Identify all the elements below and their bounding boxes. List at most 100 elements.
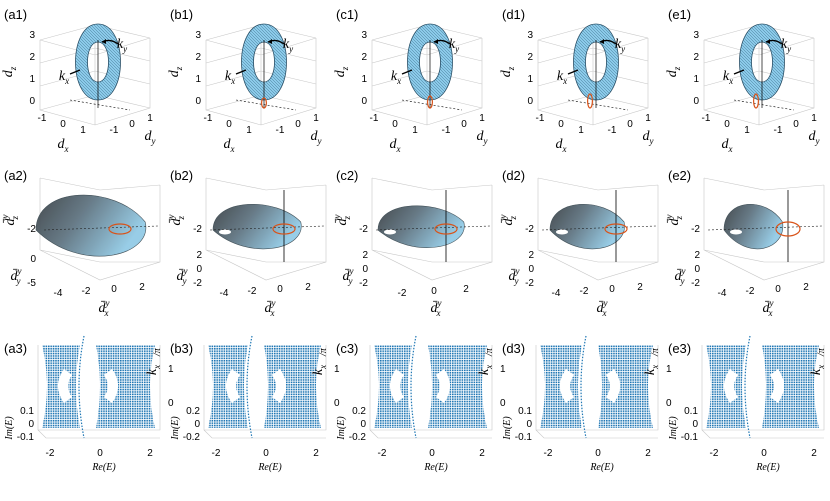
re-tick-1: 0 bbox=[595, 448, 601, 459]
y-axis-label: d̄y y bbox=[343, 266, 354, 286]
left-waist bbox=[58, 369, 73, 403]
z-axis-label: d̄yz bbox=[166, 215, 186, 226]
edge-state-arc bbox=[410, 335, 417, 439]
z-tick-3: 3 bbox=[195, 30, 201, 41]
re-tick-2: 2 bbox=[147, 448, 153, 459]
dashed-line bbox=[567, 99, 629, 111]
z-axis-label: dz bbox=[499, 66, 516, 77]
kx-label-text: kx bbox=[723, 69, 733, 86]
x-axis-label-text: d̄y x bbox=[597, 298, 608, 318]
y-tick-1: 0 bbox=[196, 264, 202, 275]
x-tick-0: -4 bbox=[54, 288, 63, 299]
x-tick-1: 0 bbox=[226, 119, 232, 130]
x-tick-2: 1 bbox=[412, 125, 418, 136]
re-tick-2: 2 bbox=[479, 448, 485, 459]
dashed-axis bbox=[375, 225, 491, 231]
y-tick-1: 0 bbox=[528, 264, 534, 275]
dashed-line bbox=[69, 99, 131, 111]
y-tick-1: 0 bbox=[129, 119, 135, 130]
x-tick-0: -1 bbox=[204, 113, 213, 124]
y-axis-label-text: dy bbox=[477, 129, 488, 146]
x-axis-label-text: d̄y x bbox=[763, 298, 774, 318]
z-tick: -2 bbox=[359, 224, 368, 235]
k-axis-label: kx bbox=[809, 365, 826, 375]
im-tick-1: 0 bbox=[526, 419, 532, 430]
x-tick-2: 0 bbox=[609, 284, 615, 295]
y-tick-2: 1 bbox=[811, 113, 817, 124]
eigen-surface bbox=[723, 203, 783, 250]
box-grid bbox=[371, 47, 483, 87]
z-axis-label-text: d̄yz bbox=[0, 215, 20, 226]
y-axis-label-text: dy bbox=[311, 129, 322, 146]
axes-box bbox=[37, 345, 161, 439]
k-axis-label-text: kx bbox=[311, 365, 328, 375]
re-tick-1: 0 bbox=[429, 448, 435, 459]
y-axis-label: d̄y y bbox=[509, 266, 520, 286]
panel-row3-1: (b3) 0 1 kx/π 0.2 0 -0.2Im(E) -2 0 2 Re(E) bbox=[170, 335, 340, 473]
exceptional-loop bbox=[604, 223, 628, 235]
x-tick-3: 2 bbox=[305, 282, 311, 293]
panel-row2-2: (c2) d̄yz -2 2 0 -2 d̄y y -2 0 2 d̄y x bbox=[332, 168, 493, 318]
k-tick-0: 0 bbox=[666, 398, 672, 409]
z-tick-0: 0 bbox=[693, 96, 699, 107]
kx-label: kx bbox=[723, 69, 733, 86]
right-waist bbox=[271, 369, 286, 403]
re-tick-2: 2 bbox=[313, 448, 319, 459]
x-tick-0: -4 bbox=[220, 288, 229, 299]
z-tick-1: 1 bbox=[361, 74, 367, 85]
im-axis-label: Im(E) bbox=[502, 416, 513, 441]
y-tick-2: 1 bbox=[147, 113, 153, 124]
im-tick-2: -0.1 bbox=[681, 432, 699, 443]
ky-label-text: ky bbox=[283, 37, 293, 54]
im-axis-label: Im(E) bbox=[4, 416, 15, 441]
x-tick-0: -1 bbox=[702, 113, 711, 124]
eigen-surface bbox=[549, 203, 625, 250]
kx-arrow bbox=[567, 69, 579, 75]
y-axis-label-text: d̄y y bbox=[675, 266, 686, 286]
x-axis-label-text: dx bbox=[58, 137, 69, 154]
box-grid bbox=[205, 47, 317, 87]
panel-row3-0: (a3) 0 1 kx/π 0.1 0 -0.1Im(E) -2 0 2 Re(E) bbox=[4, 335, 174, 473]
right-waist bbox=[605, 369, 620, 403]
y-tick-1: 0 bbox=[461, 119, 467, 130]
im-axis-label: Im(E) bbox=[336, 416, 347, 441]
re-tick-1: 0 bbox=[761, 448, 767, 459]
x-axis-label-text: d̄y x bbox=[431, 298, 442, 318]
kx-label-text: kx bbox=[59, 69, 69, 86]
kx-label-text: kx bbox=[557, 69, 567, 86]
ky-label: ky bbox=[117, 37, 127, 54]
re-tick-2: 2 bbox=[811, 448, 817, 459]
x-axis-label-text: d̄y x bbox=[99, 298, 110, 318]
y-tick-2: -2 bbox=[525, 278, 534, 289]
y-tick-0: -1 bbox=[608, 125, 617, 136]
spectrum-right-band bbox=[264, 345, 321, 428]
re-tick-0: -2 bbox=[710, 448, 719, 459]
k-axis-label: kx bbox=[643, 365, 660, 375]
y-axis-label: dy bbox=[477, 129, 488, 146]
ky-label: ky bbox=[781, 37, 791, 54]
axes-box bbox=[537, 177, 659, 281]
z-axis-label: dz bbox=[665, 66, 682, 77]
z-tick-3: 3 bbox=[527, 30, 533, 41]
z-axis-label-text: dz bbox=[333, 66, 350, 77]
z-tick-2: 2 bbox=[361, 52, 367, 63]
z-axis-label-text: d̄yz bbox=[498, 215, 518, 226]
panel-label: (c2) bbox=[336, 168, 358, 183]
x-tick-2: 2 bbox=[463, 284, 469, 295]
x-tick-2: 0 bbox=[775, 284, 781, 295]
z-axis-label-text: dz bbox=[665, 66, 682, 77]
ky-label-text: ky bbox=[781, 37, 791, 54]
eigen-surface bbox=[35, 194, 147, 257]
z-tick: -2 bbox=[525, 224, 534, 235]
z-tick-0: 0 bbox=[527, 96, 533, 107]
box-grid bbox=[537, 47, 649, 87]
spectrum-right-band bbox=[762, 345, 819, 428]
panel-row2-1: (b2) d̄yz -2 2 0 -2 d̄y y -4 -2 0 2 d̄y x bbox=[166, 168, 327, 318]
x-tick-1: 0 bbox=[558, 119, 564, 130]
z-tick: -2 bbox=[27, 224, 36, 235]
exceptional-loop bbox=[108, 223, 132, 235]
ky-arrowhead bbox=[600, 39, 604, 44]
z-tick-0: 0 bbox=[361, 96, 367, 107]
axes-box bbox=[535, 345, 659, 439]
